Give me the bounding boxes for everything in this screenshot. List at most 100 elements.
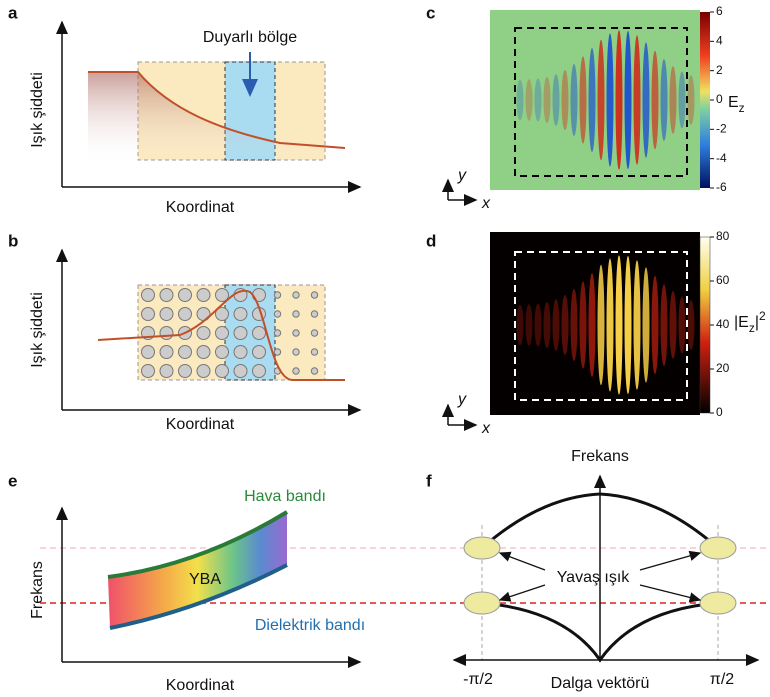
slow-light-region [464,592,500,614]
hole [160,308,173,321]
hole [311,330,317,336]
intensity-lobe [571,289,578,361]
hole [160,289,173,302]
field-lobe [688,75,695,125]
hole [234,346,247,359]
intensity-lobe [607,258,614,391]
intensity-lobe [652,276,659,374]
hole [253,327,266,340]
figure: a Duyarlı bölge Işık şiddeti Koordinat b… [0,0,770,697]
intensity-lobe [580,281,587,368]
hole [311,311,317,317]
hole [142,346,155,359]
axis-label: y [457,167,467,184]
arrow [640,585,700,600]
intensity-lobe [553,299,560,351]
hole [179,289,192,302]
y-axis-label: Frekans [571,448,629,465]
colorbar-tick-label: 80 [716,229,730,243]
slow-light-region [700,537,736,559]
intensity-lobe [688,300,695,350]
hole [197,327,210,340]
hole [293,311,299,317]
hole [274,292,280,298]
hole [234,327,247,340]
x-axis-label: Koordinat [166,199,235,216]
colorbar-tick-label: 0 [716,405,723,419]
hole [216,365,229,378]
arrow [500,553,545,570]
arrow [640,553,700,570]
annotation: Duyarlı bölge [203,29,297,46]
field-lobe [544,77,551,123]
colorbar-tick-label: 2 [716,63,723,77]
intensity-lobe [544,302,551,348]
hole [160,365,173,378]
intensity-lobe [616,255,623,395]
hole [160,346,173,359]
colorbar-tick-label: 40 [716,317,730,331]
slow-light-region [700,592,736,614]
field-lobe [589,48,596,152]
x-tick-label: -π/2 [463,671,493,688]
hole [293,292,299,298]
axis-label: x [481,420,491,437]
intensity-lobe [598,265,605,385]
hole [311,368,317,374]
hole [142,365,155,378]
colorbar-superscript: 2 [759,309,766,323]
band-label: Hava bandı [244,488,326,505]
hole [311,349,317,355]
colorbar-label: |E [734,314,749,331]
intensity-lobe [670,291,677,359]
hole [142,308,155,321]
hole [160,327,173,340]
field-lobe [616,30,623,170]
panel-label: e [8,471,17,490]
band-label: YBA [189,571,221,588]
hole [274,330,280,336]
field-lobe [517,80,524,121]
hole [293,368,299,374]
field-lobe [643,42,650,157]
colorbar [700,237,710,413]
colorbar-label: E [728,94,739,111]
colorbar-tick-label: -4 [716,151,727,165]
colorbar-tick-label: 4 [716,34,723,48]
hole [179,346,192,359]
hole [234,308,247,321]
y-axis-label: Frekans [29,561,46,619]
panel-label: a [8,3,18,22]
field-lobe [661,59,668,141]
colorbar-tick-label: 0 [716,92,723,106]
arrow [500,585,545,600]
colorbar-label: Ez [728,94,745,115]
slow-light-region [464,537,500,559]
intensity-lobe [643,267,650,382]
hole [293,330,299,336]
colorbar [700,12,710,188]
panel-label: f [426,471,432,490]
panel-label: b [8,231,18,250]
axis-label: x [481,195,491,212]
y-axis-label: Işık şiddeti [29,292,46,368]
intensity-lobe [526,304,533,345]
field-lobe [679,72,686,129]
field-lobe [634,35,641,164]
colorbar-subscript: z [739,101,745,115]
intensity-lobe [589,273,596,377]
intensity-lobe [517,305,524,346]
hole [274,311,280,317]
intensity-lobe [535,303,542,346]
hole [253,365,266,378]
intensity-lobe [625,256,632,394]
hole [216,327,229,340]
panel-label: c [426,3,435,22]
colorbar-label: |Ez|2 [734,309,766,335]
field-lobe [652,51,659,149]
intensity-lobe [679,297,686,354]
hole [197,289,210,302]
intensity-lobe [661,284,668,366]
field-lobe [571,64,578,136]
colorbar-tick-label: 60 [716,273,730,287]
